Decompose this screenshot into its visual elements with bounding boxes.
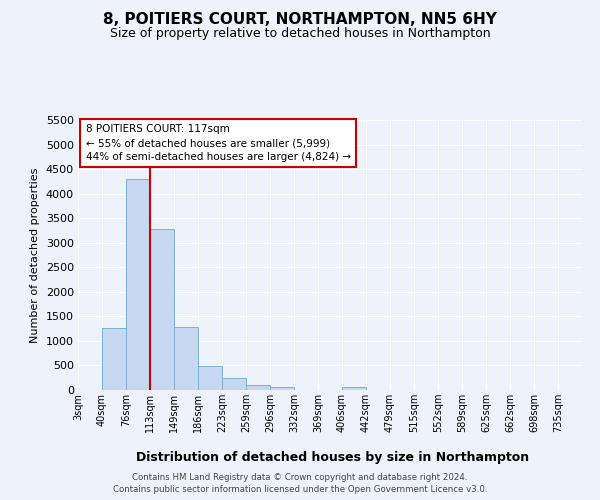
Bar — [150, 229, 174, 390]
Text: Contains HM Land Registry data © Crown copyright and database right 2024.: Contains HM Land Registry data © Crown c… — [132, 474, 468, 482]
Bar — [222, 378, 246, 390]
Text: 8, POITIERS COURT, NORTHAMPTON, NN5 6HY: 8, POITIERS COURT, NORTHAMPTON, NN5 6HY — [103, 12, 497, 28]
Y-axis label: Number of detached properties: Number of detached properties — [30, 168, 40, 342]
Bar — [270, 386, 294, 390]
Text: Distribution of detached houses by size in Northampton: Distribution of detached houses by size … — [136, 451, 530, 464]
Text: Size of property relative to detached houses in Northampton: Size of property relative to detached ho… — [110, 28, 490, 40]
Bar — [246, 384, 270, 390]
Bar — [342, 386, 366, 390]
Bar — [126, 179, 150, 390]
Text: Contains public sector information licensed under the Open Government Licence v3: Contains public sector information licen… — [113, 485, 487, 494]
Bar — [174, 326, 198, 390]
Bar — [198, 366, 222, 390]
Text: 8 POITIERS COURT: 117sqm
← 55% of detached houses are smaller (5,999)
44% of sem: 8 POITIERS COURT: 117sqm ← 55% of detach… — [86, 124, 350, 162]
Bar — [102, 328, 126, 390]
